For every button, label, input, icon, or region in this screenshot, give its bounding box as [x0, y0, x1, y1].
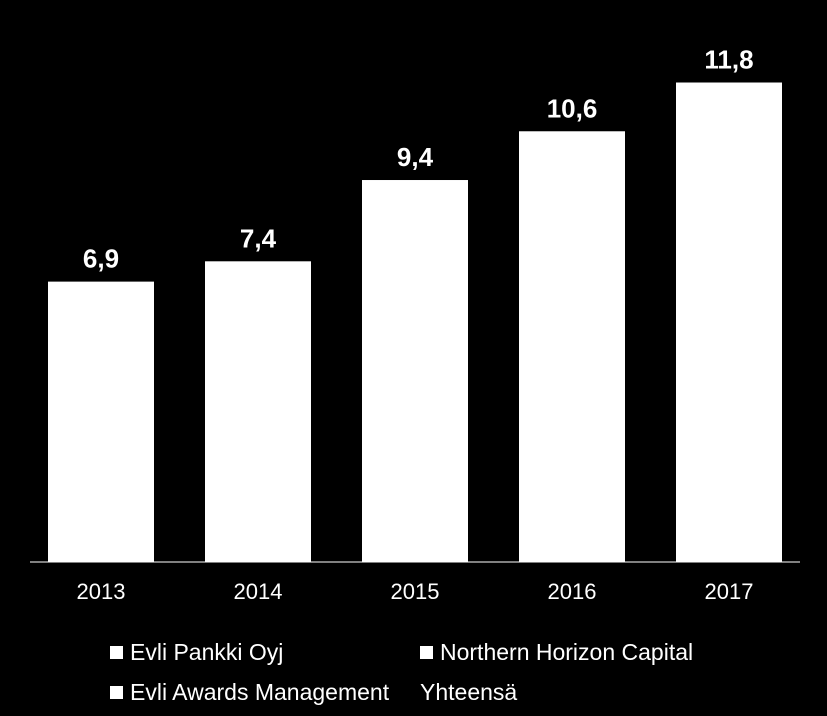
bar-2016: [519, 131, 625, 562]
data-label-2017: 11,8: [704, 45, 753, 75]
legend-swatch-icon: [110, 685, 123, 699]
data-label-2016: 10,6: [547, 93, 598, 123]
legend-swatch-icon: [420, 645, 433, 659]
data-label-2013: 6,9: [83, 244, 119, 274]
bar-chart: 6,9 7,4 9,4 10,6 11,8 2013 2014 2015 2016 2017: [30, 45, 800, 604]
legend-label: Evli Awards Management: [130, 678, 390, 705]
legend-label: Yhteensä: [420, 678, 518, 705]
x-tick-label-2015: 2015: [391, 579, 440, 604]
legend-row: Evli Pankki Oyj Northern Horizon Capital: [110, 632, 810, 672]
legend-item-northern-horizon: Northern Horizon Capital: [420, 639, 693, 666]
legend-label: Northern Horizon Capital: [440, 638, 694, 665]
legend-label: Evli Pankki Oyj: [130, 638, 284, 665]
legend-item-yhteensa: Yhteensä: [420, 679, 517, 706]
bar-2017: [676, 82, 782, 562]
data-label-2014: 7,4: [240, 223, 277, 253]
x-tick-label-2016: 2016: [548, 579, 597, 604]
data-label-2015: 9,4: [397, 142, 434, 172]
legend-swatch-icon: [110, 645, 123, 659]
x-tick-label-2017: 2017: [705, 579, 754, 604]
x-tick-label-2014: 2014: [234, 579, 283, 604]
legend-row: Evli Awards Management Yhteensä: [110, 672, 810, 712]
chart-legend: Evli Pankki Oyj Northern Horizon Capital…: [110, 632, 810, 712]
legend-item-evli-pankki: Evli Pankki Oyj: [110, 639, 420, 666]
bar-2013: [48, 281, 154, 562]
x-tick-label-2013: 2013: [77, 579, 126, 604]
bar-2014: [205, 261, 311, 562]
legend-item-evli-awards: Evli Awards Management: [110, 679, 420, 706]
bar-2015: [362, 180, 468, 563]
